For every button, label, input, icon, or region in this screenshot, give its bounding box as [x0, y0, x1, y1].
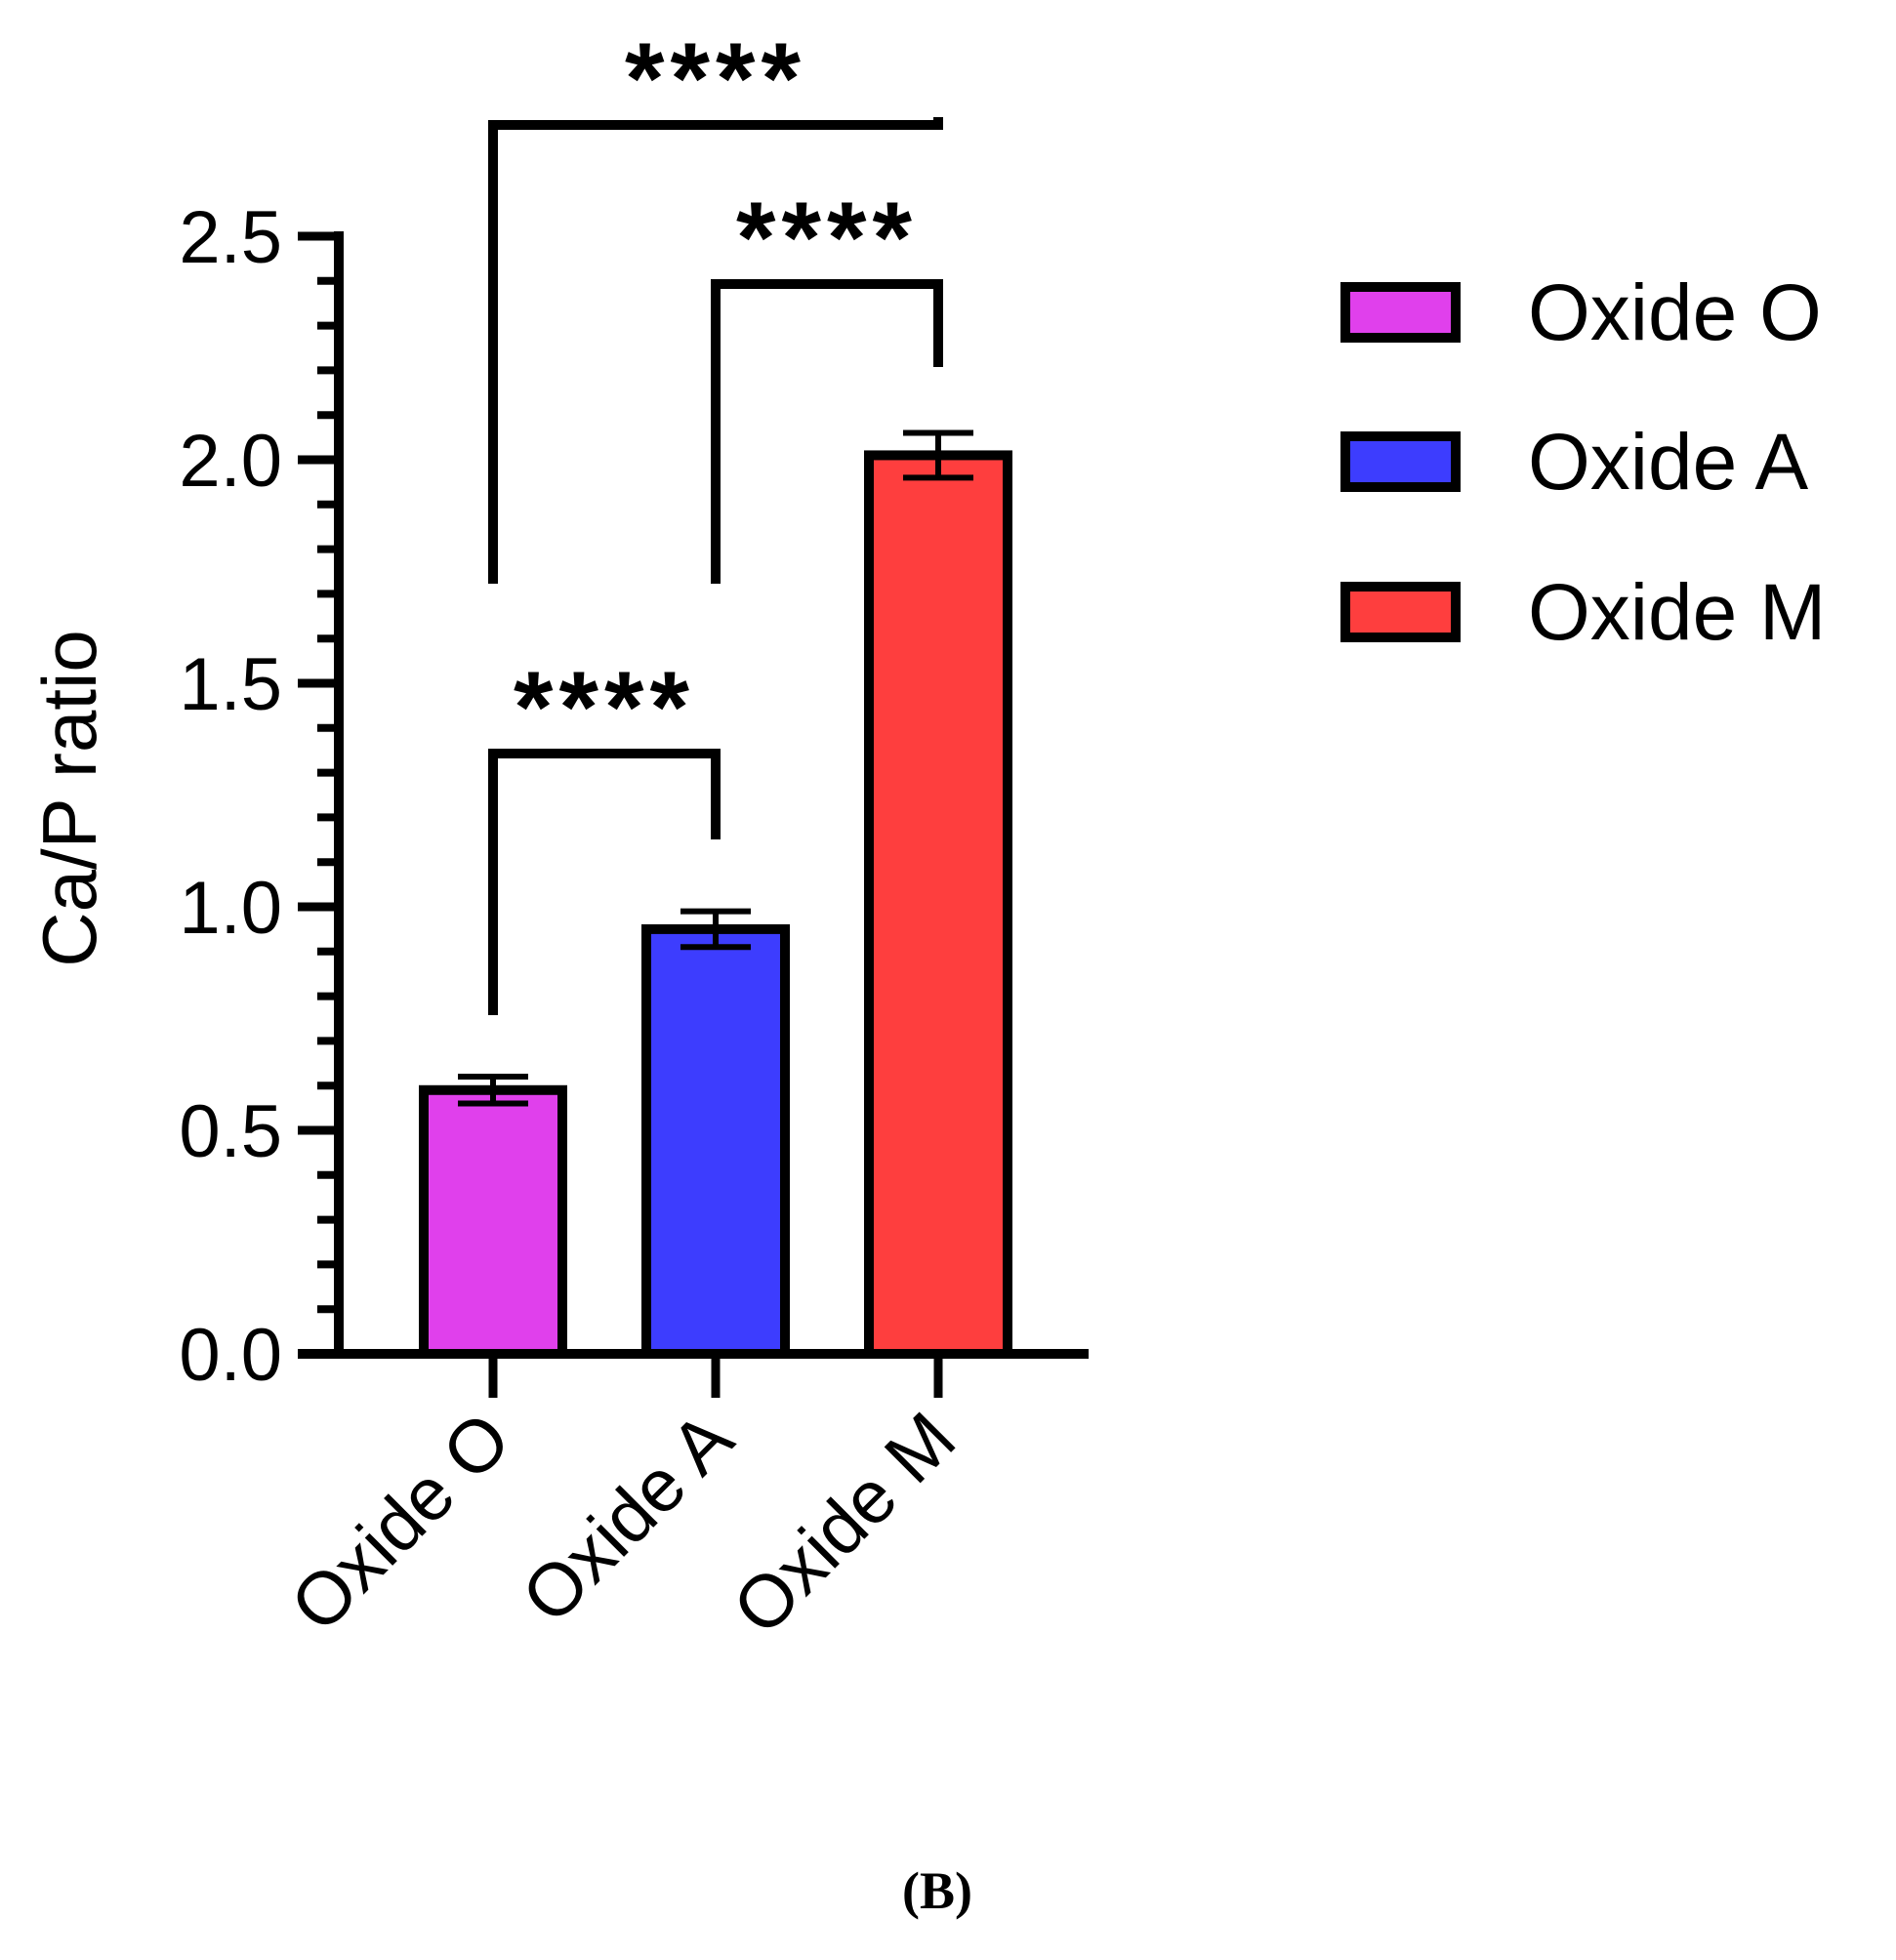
x-tick-label: Oxide M — [718, 1397, 971, 1651]
bar-oxide-a — [641, 923, 790, 1360]
legend-swatch — [1340, 431, 1461, 492]
bars-group — [419, 450, 1012, 1360]
legend-label: Oxide O — [1528, 268, 1822, 357]
y-tick-label: 1.5 — [179, 643, 282, 726]
significance-bracket — [488, 117, 943, 584]
y-tick-label: 2.0 — [179, 420, 282, 503]
significance-bracket — [488, 749, 721, 1015]
significance-stars: **** — [625, 22, 806, 136]
axes-group — [298, 231, 1089, 1359]
bar-oxide-o — [419, 1084, 567, 1360]
significance-stars: **** — [736, 182, 918, 295]
error-bars-group — [458, 429, 973, 1107]
legend: Oxide O Oxide A Oxide M — [1340, 268, 1826, 657]
panel-label: (B) — [902, 1861, 972, 1920]
x-tick-label: Oxide A — [507, 1397, 750, 1640]
y-tick-label: 0.0 — [179, 1314, 282, 1397]
legend-swatch — [1340, 582, 1461, 642]
y-axis-label: Ca/P ratio — [26, 630, 112, 966]
y-tick-label: 0.5 — [179, 1090, 282, 1173]
y-ticks-group: 0.0 0.5 1.0 1.5 2.0 2.5 — [179, 196, 339, 1397]
y-tick-label: 2.5 — [179, 196, 282, 279]
significance-brackets-group: **** **** **** — [488, 22, 943, 1015]
legend-swatch — [1340, 282, 1461, 343]
significance-bracket — [711, 279, 943, 584]
legend-label: Oxide M — [1528, 568, 1826, 657]
legend-label: Oxide A — [1528, 418, 1808, 507]
x-tick-label: Oxide O — [275, 1397, 526, 1648]
y-tick-label: 1.0 — [179, 867, 282, 950]
bar-oxide-m — [864, 450, 1012, 1360]
significance-stars: **** — [514, 651, 695, 764]
